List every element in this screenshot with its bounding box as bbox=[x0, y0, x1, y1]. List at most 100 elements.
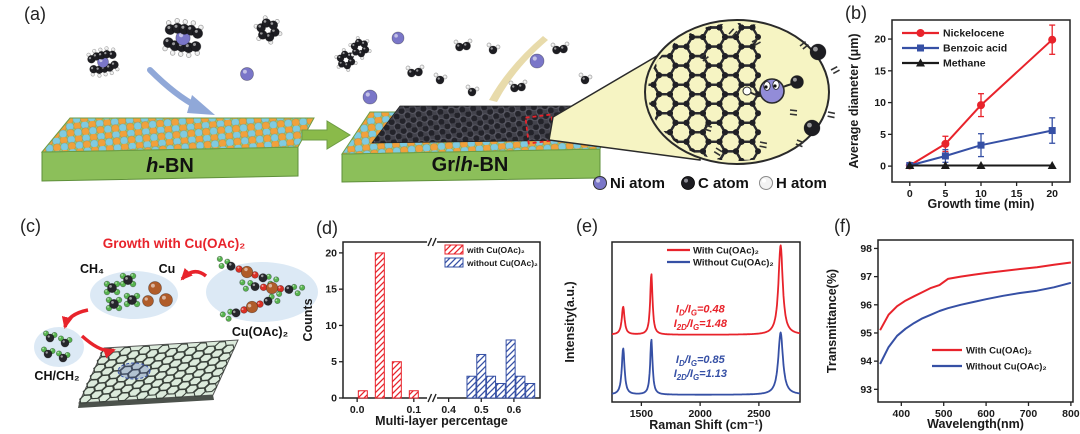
svg-text:With Cu(OAc)₂: With Cu(OAc)₂ bbox=[966, 346, 1032, 357]
svg-text:97: 97 bbox=[860, 271, 872, 283]
panel-b-label: (b) bbox=[845, 3, 867, 23]
svg-text:98: 98 bbox=[860, 243, 872, 255]
arrow-ch4-to-chx bbox=[61, 308, 89, 329]
svg-text:Average diameter (μm): Average diameter (μm) bbox=[847, 33, 861, 168]
svg-text:95: 95 bbox=[860, 327, 872, 339]
plot-frame bbox=[342, 241, 541, 399]
panel-f-chart: 400 500 600 700 800 93 94 95 96 97 98 Wavelength(nm… bbox=[825, 239, 1080, 431]
svg-text:2000: 2000 bbox=[688, 408, 712, 420]
motion-mark bbox=[703, 124, 712, 132]
panel-d-label: (d) bbox=[316, 218, 338, 238]
svg-text:Without Cu(OAc)₂: Without Cu(OAc)₂ bbox=[693, 258, 774, 269]
svg-text:5: 5 bbox=[942, 188, 948, 200]
motion-mark bbox=[830, 65, 840, 75]
ni-catalyst-cartoon bbox=[742, 75, 804, 104]
cuoac2-molecule bbox=[219, 290, 283, 322]
svg-text:5: 5 bbox=[880, 129, 886, 141]
axes: 0.0 0.1 0.4 0.5 0.6 0 5 10 15 20 Multi-layer perce… bbox=[301, 237, 541, 428]
motion-mark bbox=[799, 41, 809, 50]
c-atom-icon bbox=[681, 176, 695, 190]
bars-with-cuoac2 bbox=[357, 252, 419, 399]
svg-text:0.0: 0.0 bbox=[350, 404, 365, 416]
svg-text:0: 0 bbox=[331, 393, 337, 405]
svg-text:Multi-layer percentage: Multi-layer percentage bbox=[375, 414, 508, 428]
motion-mark bbox=[827, 111, 836, 119]
svg-text:0.4: 0.4 bbox=[441, 404, 456, 416]
nucleation-patch bbox=[118, 363, 150, 379]
h-atom-highlight bbox=[762, 178, 766, 183]
hydrocarbon-fragment bbox=[453, 38, 473, 52]
svg-text:With Cu(OAc)₂: With Cu(OAc)₂ bbox=[693, 246, 759, 257]
arrow-chx-to-sheet bbox=[80, 334, 116, 359]
panel-b-chart: 0 5 10 15 20 0 5 10 15 20 Growth time (min) Average… bbox=[847, 19, 1071, 211]
carbon-ring-molecule bbox=[334, 48, 358, 72]
hydrocarbon-fragment bbox=[550, 41, 570, 55]
h-atom-legend-label: H atom bbox=[776, 175, 827, 192]
svg-text:Methane: Methane bbox=[943, 58, 986, 70]
nickelocene-molecule bbox=[162, 18, 204, 58]
svg-text:with Cu(OAc)₂: with Cu(OAc)₂ bbox=[466, 245, 525, 255]
svg-text:I2D/IG=1.13: I2D/IG=1.13 bbox=[674, 368, 727, 382]
svg-text:94: 94 bbox=[860, 356, 872, 368]
panel-c-label: (c) bbox=[20, 216, 41, 236]
motion-mark bbox=[795, 139, 804, 148]
hydrocarbon-fragment bbox=[508, 79, 528, 93]
svg-text:15: 15 bbox=[1011, 188, 1023, 200]
svg-text:500: 500 bbox=[935, 408, 953, 420]
ch4-label: CH₄ bbox=[80, 262, 104, 276]
svg-text:I2D/IG=1.48: I2D/IG=1.48 bbox=[674, 318, 728, 332]
legend: with Cu(OAc)₂ without Cu(OAc)₂ bbox=[444, 244, 538, 268]
svg-text:0: 0 bbox=[880, 161, 886, 173]
svg-text:Counts: Counts bbox=[301, 298, 315, 341]
svg-text:20: 20 bbox=[325, 247, 337, 259]
arrow-cuoac-to-ch4 bbox=[180, 267, 208, 281]
svg-text:Transmittance(%): Transmittance(%) bbox=[825, 269, 839, 373]
panel-a-label: (a) bbox=[24, 4, 46, 24]
gr-hbn-slab: Gr/h-BN bbox=[341, 105, 615, 183]
svg-text:0.5: 0.5 bbox=[474, 404, 489, 416]
svg-text:5: 5 bbox=[331, 356, 337, 368]
svg-text:20: 20 bbox=[874, 34, 886, 46]
panel-e-label: (e) bbox=[576, 216, 598, 236]
cu-label: Cu bbox=[159, 262, 176, 276]
motion-mark bbox=[699, 53, 709, 62]
svg-text:Without Cu(OAc)₂: Without Cu(OAc)₂ bbox=[966, 362, 1047, 373]
slab-label: h-BN bbox=[146, 155, 194, 177]
h-atom-icon bbox=[759, 176, 773, 190]
cuoac2-molecule bbox=[239, 279, 306, 297]
carbon-ring-molecule bbox=[348, 36, 372, 60]
panel-a-drawing: h-BN Gr/h-BN bbox=[40, 15, 840, 183]
growth-arrow-icon bbox=[301, 120, 351, 150]
legend: Nickelocene Benzoic acid Methane bbox=[902, 28, 1007, 70]
plot-frame bbox=[611, 241, 801, 403]
c-atom-legend-label: C atom bbox=[698, 175, 749, 192]
svg-text:400: 400 bbox=[893, 408, 911, 420]
motion-mark bbox=[751, 37, 761, 47]
cuoac2-label: Cu(OAc)₂ bbox=[232, 325, 288, 339]
panel-d-chart: 0.0 0.1 0.4 0.5 0.6 0 5 10 15 20 Multi-layer perce… bbox=[301, 237, 541, 428]
chx-fragment bbox=[433, 72, 448, 85]
panel-a-atom-legend: Ni atom C atom H atom bbox=[593, 175, 827, 192]
bars-without-cuoac2 bbox=[466, 339, 536, 399]
svg-text:800: 800 bbox=[1062, 408, 1080, 420]
ni-atom-icon bbox=[593, 176, 607, 190]
slab-label: Gr/h-BN bbox=[432, 154, 509, 176]
svg-text:Wavelength(nm): Wavelength(nm) bbox=[927, 417, 1024, 431]
chx-bubble bbox=[34, 327, 84, 367]
svg-text:Growth time (min): Growth time (min) bbox=[928, 197, 1035, 211]
svg-text:15: 15 bbox=[874, 65, 886, 77]
svg-text:10: 10 bbox=[325, 320, 337, 332]
ch4-molecule bbox=[119, 272, 137, 288]
axes: 400 500 600 700 800 93 94 95 96 97 98 Wavelength(nm… bbox=[825, 239, 1080, 431]
chx-molecule bbox=[42, 330, 58, 343]
carbon-ring-molecule bbox=[253, 15, 283, 45]
panel-a-schematic: h-BN Gr/h-BN Ni atom C atom H atom bbox=[40, 15, 840, 192]
panel-c-schematic: Growth with Cu(OAc)₂ CH₄ Cu Cu(OAc)₂ CH/… bbox=[34, 236, 318, 408]
svg-text:700: 700 bbox=[1020, 408, 1038, 420]
svg-text:1500: 1500 bbox=[630, 408, 654, 420]
